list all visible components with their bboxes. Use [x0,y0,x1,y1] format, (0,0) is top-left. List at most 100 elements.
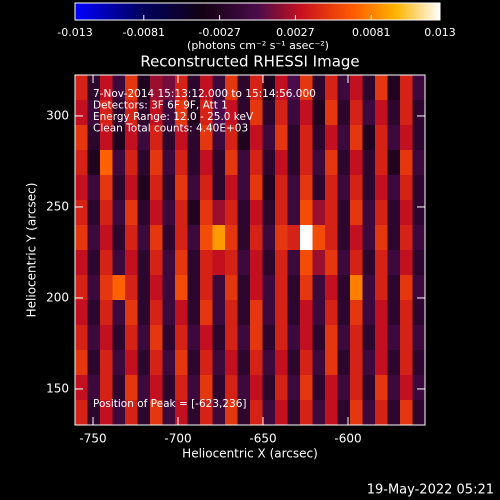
heatmap-cell [225,325,238,351]
heatmap-cell [212,225,226,251]
heatmap-cell [275,100,288,126]
info-line: Detectors: 3F 6F 9F, Att 1 [93,100,228,112]
heatmap-cell [275,75,288,101]
y-tick-label: 200 [46,290,69,304]
heatmap-cell [412,250,426,276]
heatmap-cell [75,325,88,351]
heatmap-cell [412,300,426,326]
heatmap-cell [325,300,338,326]
heatmap-cell [162,300,176,326]
heatmap-cell [362,200,376,226]
heatmap-cell [150,75,163,101]
heatmap-cell [187,175,201,201]
heatmap-cell [162,150,176,176]
heatmap-cell [125,125,138,151]
timestamp: 19-May-2022 05:21 [367,483,494,498]
heatmap-cell [200,300,213,326]
heatmap-cell [362,75,376,101]
heatmap-cell [325,275,338,301]
heatmap-cell [162,350,176,376]
heatmap-cell [412,100,426,126]
heatmap-cell [187,325,201,351]
heatmap-cell [225,375,238,401]
heatmap-cell [200,175,213,201]
heatmap-cell [287,400,301,426]
heatmap-cell [325,175,338,201]
heatmap-cell [300,275,313,301]
heatmap-cell [375,100,388,126]
heatmap-cell [312,325,326,351]
heatmap-cell [212,175,226,201]
heatmap-cell [375,300,388,326]
heatmap-cell [412,200,426,226]
y-tick-label: 150 [46,381,69,395]
heatmap-cell [137,400,151,426]
heatmap-cell [375,225,388,251]
heatmap-cell [112,275,126,301]
heatmap-cell [137,200,151,226]
heatmap-cell [225,100,238,126]
heatmap-cell [275,350,288,376]
heatmap-cell [250,75,263,101]
heatmap-cell [237,350,251,376]
heatmap-cell [87,175,101,201]
heatmap-cell [112,150,126,176]
heatmap-cell [200,350,213,376]
heatmap-cell [275,200,288,226]
heatmap-cell [87,400,101,426]
heatmap-cell [387,350,401,376]
heatmap-cell [225,275,238,301]
heatmap-cell [412,225,426,251]
heatmap-cell [150,125,163,151]
heatmap-cell [175,200,188,226]
heatmap-cell [150,300,163,326]
heatmap-cell [187,300,201,326]
heatmap-cell [400,175,413,201]
heatmap-cell [237,200,251,226]
heatmap-cell [200,400,213,426]
heatmap-cell [312,175,326,201]
heatmap-cell [275,300,288,326]
heatmap-cell [325,75,338,101]
heatmap-cell [200,275,213,301]
heatmap-cell [287,100,301,126]
heatmap-cell [337,250,351,276]
heatmap-cell [300,225,313,251]
heatmap-cell [287,300,301,326]
heatmap-cell [175,175,188,201]
heatmap-cell [312,275,326,301]
colorbar-tick-label: -0.0081 [123,26,165,39]
heatmap-cell [387,150,401,176]
heatmap-cell [162,200,176,226]
heatmap-cell [212,75,226,101]
heatmap-cell [337,100,351,126]
heatmap-cell [87,350,101,376]
heatmap-cell [237,400,251,426]
heatmap-cell [287,350,301,376]
heatmap-cell [200,200,213,226]
heatmap-cell [87,75,101,101]
heatmap-cell [187,400,201,426]
heatmap-cell [387,275,401,301]
heatmap-cell [175,100,188,126]
heatmap-cell [100,100,113,126]
heatmap-cell [412,150,426,176]
heatmap-cell [150,175,163,201]
heatmap-cell [412,350,426,376]
heatmap-cell [100,275,113,301]
info-line: Clean Total counts: 4.40E+03 [93,123,248,135]
heatmap-cell [337,125,351,151]
heatmap-cell [362,225,376,251]
heatmap-cell [150,100,163,126]
heatmap-cell [225,200,238,226]
heatmap-cell [362,375,376,401]
heatmap-cell [400,100,413,126]
heatmap-cell [225,175,238,201]
heatmap-cell [350,200,363,226]
heatmap-cell [100,300,113,326]
heatmap-cell [112,375,126,401]
heatmap-cell [387,125,401,151]
heatmap-cell [75,125,88,151]
x-tick-label: -700 [164,432,191,446]
